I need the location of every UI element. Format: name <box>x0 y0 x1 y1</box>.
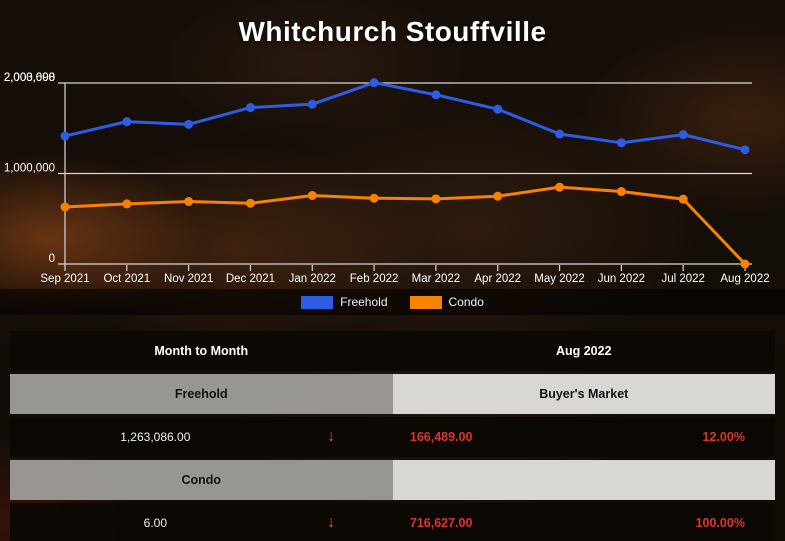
freehold-swatch-icon <box>301 295 334 309</box>
y-axis-label: 0 <box>49 253 55 265</box>
x-axis-label: Nov 2021 <box>164 273 213 285</box>
legend-label-freehold: Freehold <box>340 295 388 309</box>
x-axis-label: Apr 2022 <box>474 273 521 285</box>
freehold-point-sep-2021[interactable] <box>60 131 70 141</box>
x-axis-label: Aug 2022 <box>720 273 769 285</box>
legend-item-freehold[interactable]: Freehold <box>301 295 388 309</box>
condo-point-nov-2021[interactable] <box>184 197 194 207</box>
x-axis-label: Jul 2022 <box>661 273 704 285</box>
x-axis-label: Jan 2022 <box>289 273 336 285</box>
condo-current-value: 6.00 <box>143 516 168 530</box>
condo-values-row: 6.00 ↓ 716,627.00 100.00% <box>10 503 775 541</box>
y-axis-label: 2,003,698 <box>4 72 55 84</box>
freehold-point-aug-2022[interactable] <box>740 145 750 155</box>
condo-point-jan-2022[interactable] <box>307 190 317 200</box>
freehold-market-status: Buyer's Market <box>392 374 775 414</box>
header-aug-2022: Aug 2022 <box>555 344 612 358</box>
freehold-point-jan-2022[interactable] <box>307 99 317 109</box>
condo-section-label: Condo <box>10 460 393 500</box>
condo-label-row: Condo <box>10 460 775 500</box>
x-axis-label: Jun 2022 <box>598 273 645 285</box>
condo-market-status <box>392 460 775 500</box>
freehold-point-feb-2022[interactable] <box>369 78 379 88</box>
freehold-change-percent: 12.00% <box>702 430 745 444</box>
y-axis-label: 1,000,000 <box>4 163 55 175</box>
page-title: Whitchurch Stouffville <box>238 16 547 47</box>
freehold-point-apr-2022[interactable] <box>493 104 503 114</box>
condo-change-percent: 100.00% <box>695 516 745 530</box>
condo-point-apr-2022[interactable] <box>493 191 503 201</box>
y-axis-label: 2,000,000 <box>4 72 55 84</box>
freehold-values-row: 1,263,086.00 ↓ 166,489.00 12.00% <box>10 417 775 457</box>
freehold-point-mar-2022[interactable] <box>431 90 441 100</box>
header-month-to-month: Month to Month <box>154 344 249 358</box>
freehold-point-jul-2022[interactable] <box>678 130 688 140</box>
x-axis-label: May 2022 <box>534 273 585 285</box>
condo-point-may-2022[interactable] <box>555 182 565 192</box>
chart-legend: Freehold Condo <box>0 289 785 315</box>
legend-label-condo: Condo <box>448 295 484 309</box>
freehold-line <box>63 81 747 152</box>
x-axis-label: Mar 2022 <box>412 273 461 285</box>
legend-item-condo[interactable]: Condo <box>409 295 484 309</box>
condo-change-value: 716,627.00 <box>409 516 473 530</box>
condo-point-mar-2022[interactable] <box>431 194 441 204</box>
freehold-current-value: 1,263,086.00 <box>120 430 191 444</box>
freehold-point-oct-2021[interactable] <box>122 117 132 127</box>
condo-point-oct-2021[interactable] <box>122 199 132 209</box>
freehold-label-row: Freehold Buyer's Market <box>10 374 775 414</box>
freehold-point-may-2022[interactable] <box>555 129 565 139</box>
freehold-point-jun-2022[interactable] <box>616 138 626 148</box>
condo-point-dec-2021[interactable] <box>245 198 255 208</box>
condo-down-arrow-icon: ↓ <box>327 514 336 531</box>
condo-point-feb-2022[interactable] <box>369 193 379 203</box>
freehold-change-value: 166,489.00 <box>409 430 473 444</box>
freehold-point-dec-2021[interactable] <box>245 103 255 113</box>
condo-point-aug-2022[interactable] <box>740 259 750 269</box>
freehold-point-nov-2021[interactable] <box>184 119 194 129</box>
freehold-down-arrow-icon: ↓ <box>327 428 336 445</box>
condo-swatch-icon <box>409 295 442 309</box>
summary-table: Month to Month Aug 2022 Freehold Buyer's… <box>10 331 775 541</box>
x-axis-label: Sep 2021 <box>40 273 89 285</box>
x-axis-label: Dec 2021 <box>226 273 275 285</box>
freehold-section-label: Freehold <box>10 374 393 414</box>
condo-line <box>63 185 747 266</box>
condo-point-sep-2021[interactable] <box>60 202 70 212</box>
condo-point-jul-2022[interactable] <box>678 194 688 204</box>
x-axis-label: Feb 2022 <box>350 273 399 285</box>
x-axis-label: Oct 2021 <box>103 273 150 285</box>
table-header-row: Month to Month Aug 2022 <box>10 331 775 371</box>
condo-point-jun-2022[interactable] <box>616 187 626 197</box>
